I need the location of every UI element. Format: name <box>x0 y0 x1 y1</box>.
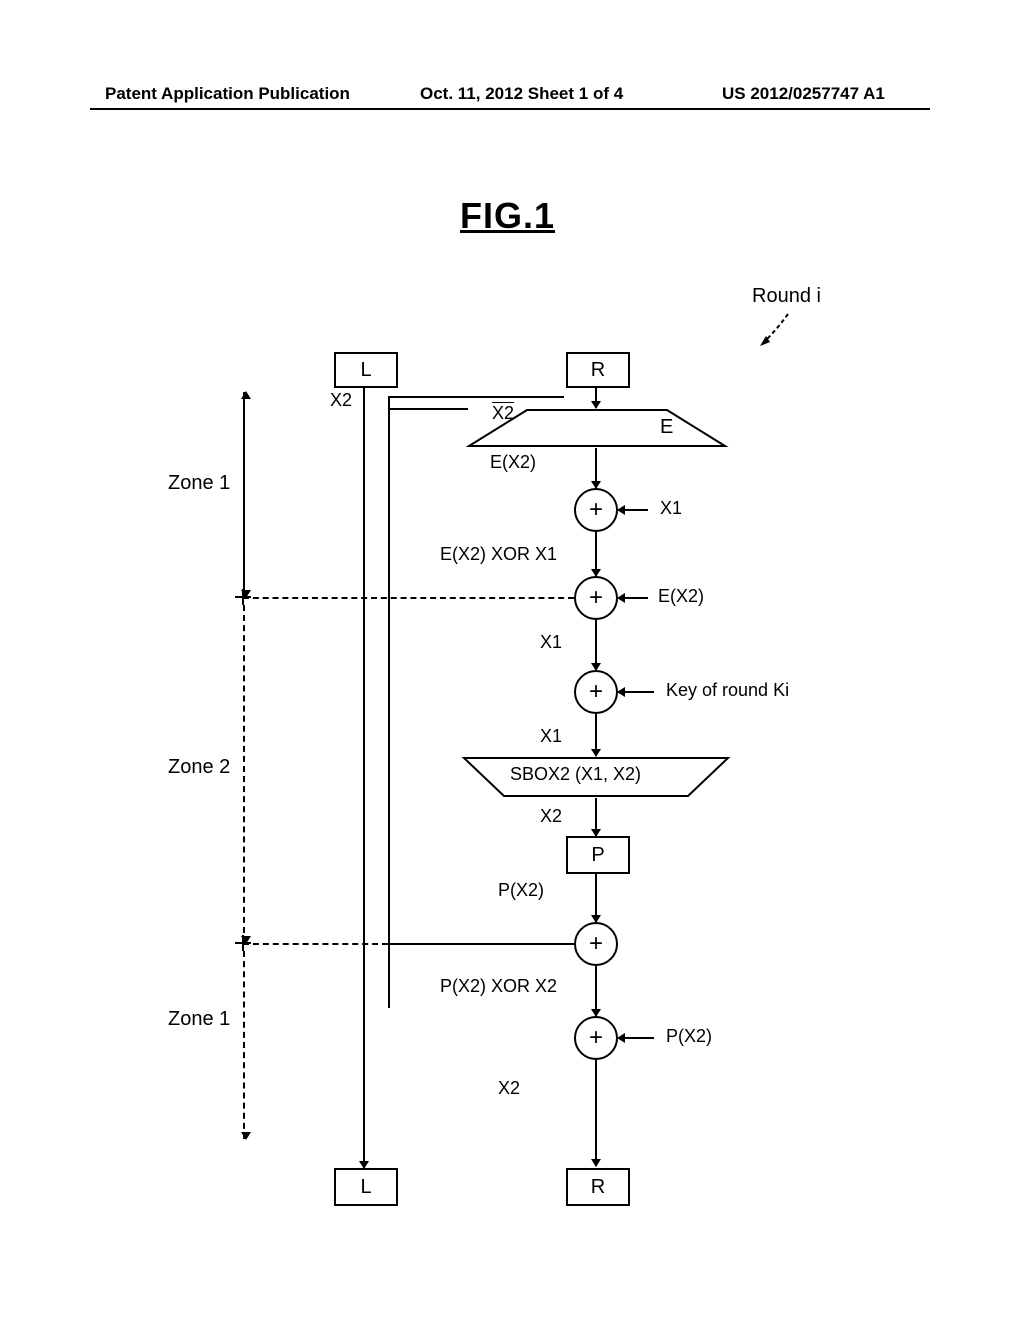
sig-x1-mid: X1 <box>540 632 562 653</box>
branch-into-e <box>388 408 468 410</box>
zone1-label-top: Zone 1 <box>168 472 230 495</box>
figure-title: FIG.1 <box>460 195 555 237</box>
xor-x2: + <box>574 922 618 966</box>
sig-px2xorx2: P(X2) XOR X2 <box>440 976 557 997</box>
p-to-xor4 <box>595 872 597 922</box>
sig-ex2: E(X2) <box>490 452 536 473</box>
zone1-top-line <box>243 392 245 597</box>
label-E: E <box>660 416 673 439</box>
sig-px2: P(X2) <box>498 880 544 901</box>
xor-key: + <box>574 670 618 714</box>
label-L-bot: L <box>360 1176 371 1199</box>
sig-ex2-in: E(X2) <box>658 586 704 607</box>
sig-x1-after: X1 <box>540 726 562 747</box>
ex2-in-line <box>618 597 648 599</box>
key-in-line <box>618 691 654 693</box>
px2-in-line <box>618 1037 654 1039</box>
label-R-top: R <box>591 359 605 382</box>
block-R-bot: R <box>566 1168 630 1206</box>
sbox-to-p <box>595 798 597 836</box>
x2-feed-line <box>388 943 574 945</box>
x1-in-line <box>618 509 648 511</box>
zone-tick-1 <box>235 589 251 605</box>
sig-x2-bottom: X2 <box>498 1078 520 1099</box>
sig-ex2xorx1: E(X2) XOR X1 <box>440 544 557 565</box>
xor-x1: + <box>574 488 618 532</box>
sig-px2-in: P(X2) <box>666 1026 712 1047</box>
zone-sep-top <box>243 597 574 599</box>
round-pointer <box>760 312 800 352</box>
e-to-xor1 <box>595 448 597 488</box>
xor4-to-xor5 <box>595 966 597 1016</box>
zone2-label: Zone 2 <box>168 756 230 779</box>
zone2-line <box>243 605 245 943</box>
block-P: P <box>566 836 630 874</box>
label-L-top: L <box>360 359 371 382</box>
sig-x2-left: X2 <box>330 390 352 411</box>
block-E <box>467 408 727 448</box>
r-branch-vertical <box>388 396 390 1008</box>
xor3-to-sbox <box>595 714 597 756</box>
label-sbox: SBOX2 (X1, X2) <box>510 764 641 785</box>
zone-tick-2 <box>235 935 251 951</box>
zone-sep-bottom <box>243 943 388 945</box>
block-L-top: L <box>334 352 398 388</box>
header-center: Oct. 11, 2012 Sheet 1 of 4 <box>420 84 623 104</box>
page: Patent Application Publication Oct. 11, … <box>0 0 1024 1320</box>
xor2-to-xor3 <box>595 620 597 670</box>
xor5-to-rbot <box>595 1060 597 1166</box>
block-L-bot: L <box>334 1168 398 1206</box>
sig-x1-in: X1 <box>660 498 682 519</box>
block-R-top: R <box>566 352 630 388</box>
xor-px2: + <box>574 1016 618 1060</box>
zone1-bot-line <box>243 951 245 1139</box>
round-label: Round i <box>752 285 821 308</box>
r-branch-left <box>388 396 564 398</box>
label-R-bot: R <box>591 1176 605 1199</box>
xor1-to-xor2 <box>595 532 597 576</box>
header-rule <box>90 108 930 110</box>
zone1-label-bot: Zone 1 <box>168 1008 230 1031</box>
sig-x2-after-sbox: X2 <box>540 806 562 827</box>
xor-ex2: + <box>574 576 618 620</box>
header-right: US 2012/0257747 A1 <box>722 84 885 104</box>
header-left: Patent Application Publication <box>105 84 350 104</box>
label-P: P <box>591 844 604 867</box>
left-data-line <box>363 386 365 1168</box>
sig-key: Key of round Ki <box>666 680 789 701</box>
r-to-e <box>595 386 597 408</box>
